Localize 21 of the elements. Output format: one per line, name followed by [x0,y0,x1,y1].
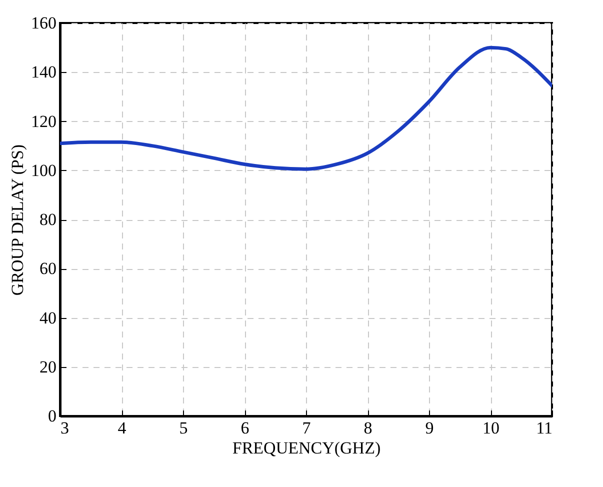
y-tick-label: 80 [40,210,56,229]
y-tick-label: 40 [40,308,56,328]
x-tick-label: 6 [240,418,250,438]
x-tick-label: 8 [364,418,372,438]
x-tick-label: 11 [536,418,552,438]
x-axis-title: FREQUENCY(GHZ) [232,438,381,458]
y-tick-label: 60 [40,259,56,278]
x-tick-label: 10 [482,418,500,438]
y-tick-label: 100 [31,160,56,180]
y-tick-label: 160 [31,14,56,32]
x-tick-label: 5 [179,418,188,438]
x-tick-label: 3 [60,418,69,438]
y-axis-title: GROUP DELAY (PS) [8,144,27,296]
x-tick-label: 7 [302,418,312,438]
y-tick-label: 20 [40,357,56,376]
y-tick-label: 120 [31,112,56,131]
x-tick-label: 9 [425,418,434,438]
y-tick-label: 140 [31,62,56,82]
x-tick-label: 4 [118,418,127,438]
line-series [60,46,552,171]
y-tick-label: 0 [48,406,56,426]
